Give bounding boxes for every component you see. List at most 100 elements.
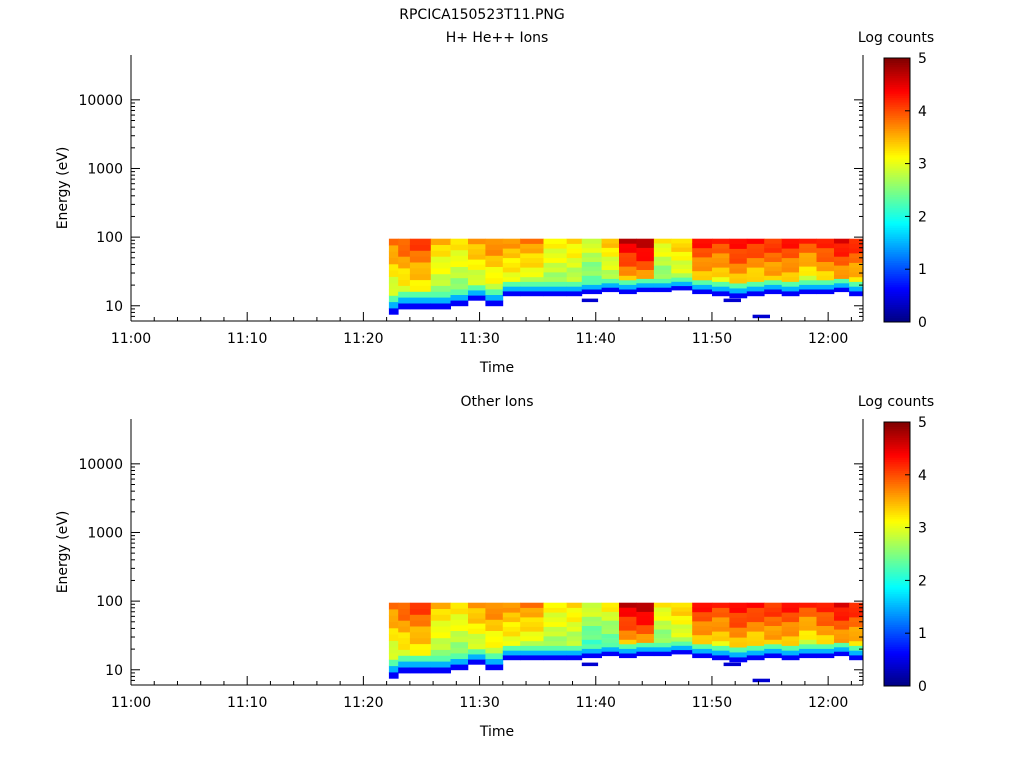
heatmap-cell (636, 624, 655, 630)
heatmap-cell (543, 650, 568, 656)
colorbar-segment (884, 556, 910, 559)
heatmap-cell (485, 658, 504, 665)
heatmap-cell (816, 275, 835, 281)
colorbar-segment (884, 289, 910, 292)
heatmap-cell (671, 636, 693, 642)
heatmap-cell (468, 269, 486, 275)
heatmap-cell (566, 621, 583, 627)
heatmap-cell (712, 262, 730, 268)
heatmap-cell (729, 647, 748, 653)
heatmap-cell (619, 643, 637, 649)
colorbar-segment (884, 567, 910, 570)
colorbar-segment (884, 463, 910, 467)
heatmap-cell (543, 276, 568, 282)
colorbar-segment (884, 655, 910, 658)
heatmap-cell (671, 251, 693, 257)
colorbar-segment (884, 501, 910, 504)
heatmap-cell (729, 607, 748, 613)
heatmap-cell (388, 640, 399, 648)
heatmap-cell (653, 633, 672, 639)
heatmap-cell (398, 602, 411, 609)
colorbar-segment (884, 666, 910, 669)
heatmap-cell (712, 631, 730, 637)
heatmap-cell (692, 247, 713, 253)
heatmap-cell (816, 653, 835, 659)
colorbar-tick-label: 2 (918, 209, 927, 225)
heatmap-cell (430, 303, 451, 310)
heatmap-cell (566, 291, 583, 297)
colorbar-segment (884, 203, 910, 206)
y-axis-label: Energy (eV) (55, 147, 71, 230)
colorbar-segment (884, 606, 910, 610)
heatmap-cell (468, 654, 486, 660)
heatmap-cell (781, 636, 800, 642)
heatmap-cell (834, 256, 850, 262)
heatmap-cell (653, 602, 672, 608)
heatmap-cell (781, 262, 800, 268)
heatmap-cell (729, 258, 748, 264)
heatmap-cell (712, 616, 730, 623)
heatmap-cell (781, 640, 800, 646)
x-axis-label: Time (479, 724, 514, 740)
colorbar-segment (884, 157, 910, 160)
heatmap-cell (581, 261, 602, 267)
heatmap-cell (409, 244, 432, 251)
heatmap-cell (816, 643, 835, 649)
heatmap-cell (816, 261, 835, 267)
heatmap-cell (849, 607, 864, 613)
heatmap-cell (729, 273, 748, 279)
heatmap-cell (581, 639, 602, 645)
colorbar-segment (884, 485, 910, 489)
heatmap-cell (502, 607, 521, 613)
colorbar-segment (884, 435, 910, 438)
heatmap-cell (430, 626, 451, 633)
heatmap-cell (430, 256, 451, 263)
colorbar-segment (884, 457, 910, 460)
heatmap-cell (485, 664, 504, 671)
colorbar-segment (884, 317, 910, 321)
heatmap-cell (816, 257, 835, 262)
heatmap-cell (566, 626, 583, 632)
heatmap-cell (468, 638, 486, 645)
colorbar-segment (884, 430, 910, 434)
heatmap-cell (619, 252, 637, 258)
heatmap-cell (729, 263, 748, 269)
heatmap-cell (712, 602, 730, 608)
heatmap-cell (566, 607, 583, 613)
heatmap-cell (388, 602, 399, 610)
heatmap-cell (468, 633, 486, 639)
heatmap-cell (636, 274, 655, 279)
heatmap-cell (781, 612, 800, 618)
heatmap-cell (520, 616, 544, 623)
heatmap-cell (430, 643, 451, 650)
heatmap-cell (816, 270, 835, 276)
heatmap-cell (388, 609, 399, 616)
heatmap-cell (566, 276, 583, 282)
heatmap-cell (849, 286, 864, 292)
heatmap-cell (781, 655, 800, 661)
x-tick-label: 11:30 (459, 695, 499, 711)
heatmap-cell (520, 621, 544, 627)
heatmap-cell (692, 611, 713, 617)
heatmap-cell (816, 247, 835, 253)
heatmap-cell (430, 608, 451, 615)
heatmap-cell (816, 243, 835, 249)
colorbar-segment (884, 613, 910, 617)
heatmap-cell (816, 630, 835, 636)
heatmap-cell (566, 252, 583, 259)
heatmap-cell (430, 273, 451, 281)
heatmap-cell (619, 611, 637, 617)
heatmap-cell (834, 615, 850, 621)
heatmap-cell (816, 602, 835, 608)
heatmap-cell (636, 278, 655, 284)
heatmap-cell (619, 247, 637, 253)
heatmap-cell (543, 645, 568, 651)
heatmap-cell (566, 248, 583, 254)
heatmap-cell (692, 279, 713, 285)
heatmap-cell (746, 281, 765, 287)
heatmap-cell (502, 276, 521, 282)
heatmap-cell (601, 638, 620, 643)
colorbar-segment (884, 499, 910, 502)
heatmap-cell (764, 639, 782, 645)
heatmap-cell (430, 238, 451, 245)
